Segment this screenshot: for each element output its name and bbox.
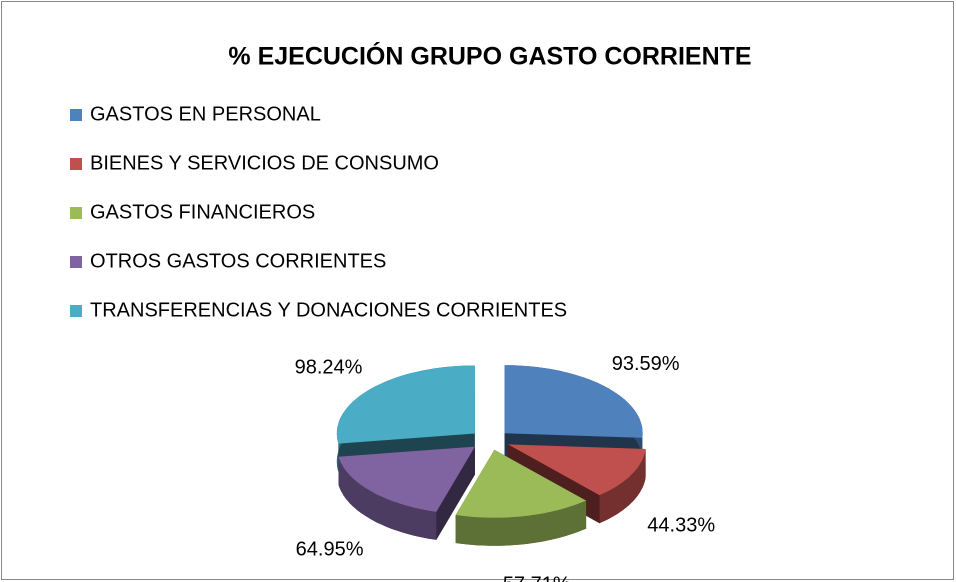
slice [504,365,643,438]
data-label: 64.95% [296,539,364,561]
slice [338,446,475,512]
slice-side [455,500,587,546]
slice [508,444,646,496]
legend-label: OTROS GASTOS CORRIENTES [90,250,386,272]
data-label: 93.59% [612,353,680,375]
legend-swatch [70,256,82,268]
legend-swatch [70,207,82,219]
data-label: 44.33% [647,515,715,537]
legend-label: GASTOS EN PERSONAL [90,103,321,125]
slice-side [338,456,437,540]
slice [455,449,587,518]
legend-swatch [70,109,82,121]
data-label: 57.71% [503,574,571,582]
data-label: 98.24% [295,357,363,379]
chart-title: % EJECUCIÓN GRUPO GASTO CORRIENTE [228,41,751,71]
legend-swatch [70,158,82,170]
legend-swatch [70,305,82,317]
slice-side [599,449,646,524]
legend-label: BIENES Y SERVICIOS DE CONSUMO [90,152,439,174]
legend-label: TRANSFERENCIAS Y DONACIONES CORRIENTES [90,299,567,321]
legend-label: GASTOS FINANCIEROS [90,201,315,223]
slice [336,365,475,444]
